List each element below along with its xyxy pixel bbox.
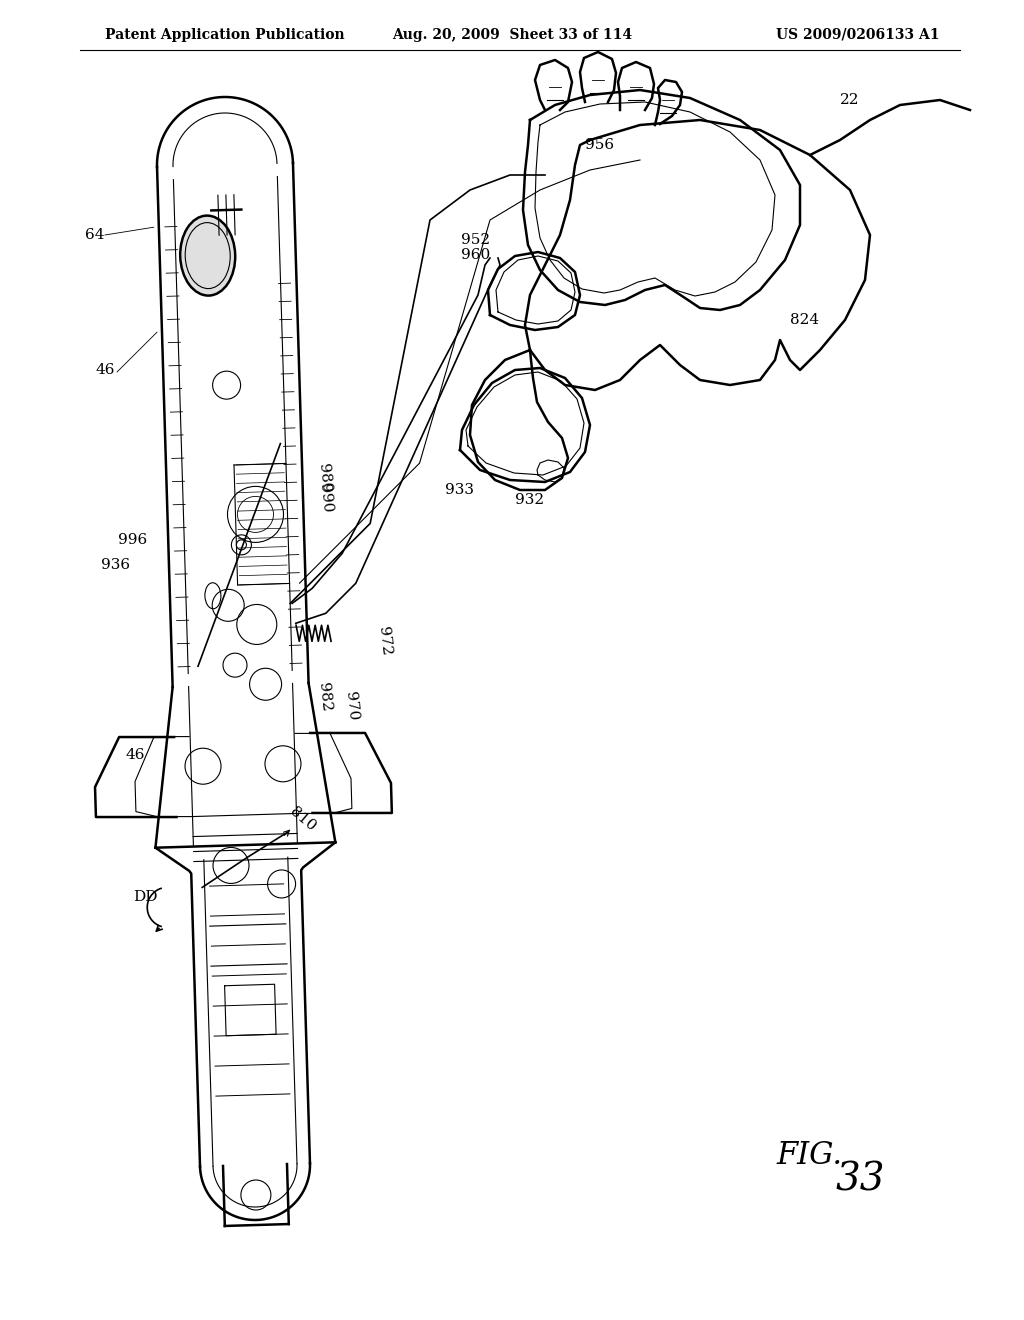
Text: 810: 810 <box>287 805 317 834</box>
Text: 952: 952 <box>461 234 490 247</box>
Text: 996: 996 <box>118 533 147 546</box>
Circle shape <box>223 653 247 677</box>
Ellipse shape <box>180 215 236 296</box>
Circle shape <box>231 535 252 554</box>
Text: 982: 982 <box>316 682 333 713</box>
Text: 824: 824 <box>790 313 819 327</box>
Text: 990: 990 <box>317 482 334 513</box>
Text: 970: 970 <box>343 692 360 722</box>
Text: FIG.: FIG. <box>777 1139 843 1171</box>
Text: 932: 932 <box>515 492 545 507</box>
Text: 22: 22 <box>841 92 860 107</box>
Text: 936: 936 <box>101 558 130 572</box>
Text: 64: 64 <box>85 228 105 242</box>
Text: 33: 33 <box>836 1162 885 1199</box>
Text: 960: 960 <box>461 248 490 261</box>
Text: 972: 972 <box>377 626 393 656</box>
Circle shape <box>212 589 244 622</box>
Text: 933: 933 <box>445 483 474 498</box>
Text: 980: 980 <box>316 462 334 492</box>
Text: Aug. 20, 2009  Sheet 33 of 114: Aug. 20, 2009 Sheet 33 of 114 <box>392 28 632 42</box>
Text: 46: 46 <box>95 363 115 378</box>
Text: US 2009/0206133 A1: US 2009/0206133 A1 <box>776 28 940 42</box>
Text: Patent Application Publication: Patent Application Publication <box>105 28 345 42</box>
Text: DD: DD <box>133 891 158 904</box>
Text: 46: 46 <box>126 748 145 762</box>
Text: 956: 956 <box>586 139 614 152</box>
